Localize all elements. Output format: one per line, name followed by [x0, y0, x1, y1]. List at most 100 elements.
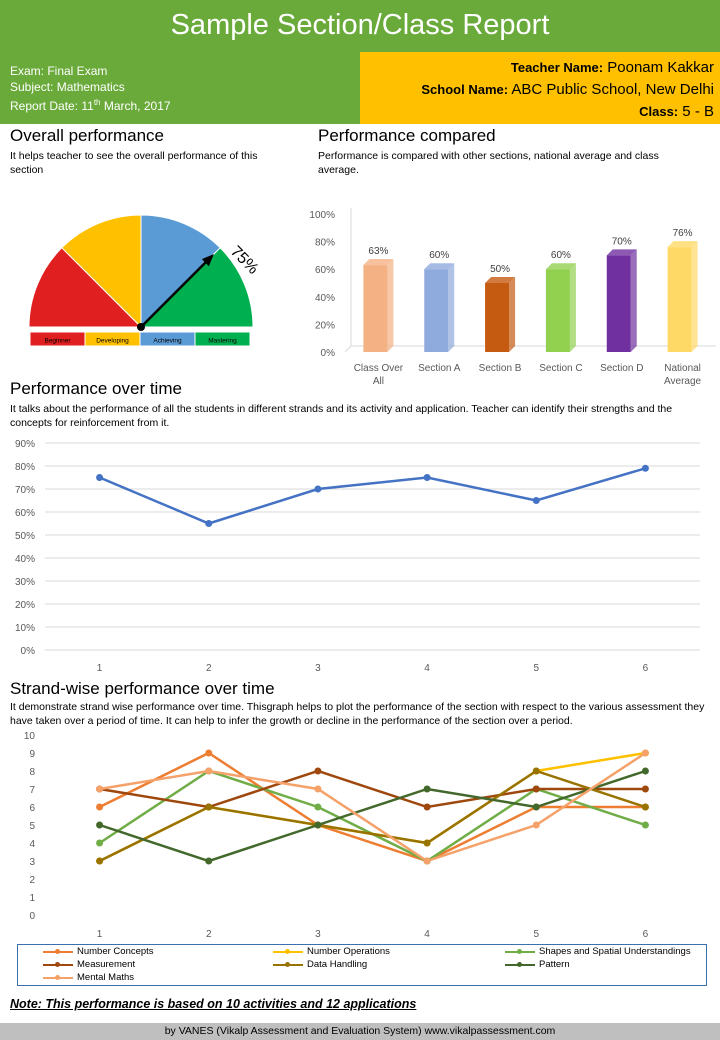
bar-side — [448, 263, 455, 352]
bar-top — [545, 263, 576, 270]
teacher-name: Teacher Name: Poonam Kakkar — [510, 59, 714, 76]
exam-info: Exam: Final Exam Subject: Mathematics Re… — [0, 52, 360, 124]
strand-point — [96, 803, 104, 811]
gauge-needle-head — [201, 254, 214, 267]
line-y-tick: 40% — [15, 554, 35, 565]
line-point — [532, 497, 540, 504]
strand-point — [205, 767, 213, 775]
strand-point — [205, 857, 213, 865]
strand-series-pattern — [99, 769, 646, 863]
line-y-tick: 60% — [15, 508, 35, 519]
over-time-desc: It talks about the performance of all th… — [10, 403, 673, 429]
legend-label: Measurement — [77, 959, 136, 970]
line-point — [641, 464, 649, 472]
strand-y-tick: 10 — [24, 731, 36, 742]
bar-category-label: Average — [664, 376, 702, 387]
line-x-tick: 3 — [315, 663, 321, 674]
legend-swatch — [273, 948, 303, 954]
line-y-tick: 70% — [15, 485, 35, 496]
bar-data-label: 63% — [368, 246, 388, 257]
strand-y-tick: 0 — [29, 911, 35, 922]
legend-item: Mental Maths — [43, 972, 134, 983]
strand-y-tick: 2 — [29, 875, 35, 886]
line-y-tick: 30% — [15, 577, 35, 588]
line-x-tick: 1 — [97, 663, 103, 674]
strand-point — [96, 785, 104, 793]
strand-point — [641, 785, 649, 793]
line-point — [314, 485, 322, 493]
legend-swatch — [43, 948, 73, 954]
strand-y-tick: 7 — [29, 785, 35, 796]
line-point — [96, 474, 104, 481]
strand-point — [96, 821, 104, 829]
legend-item: Number Operations — [273, 946, 390, 957]
strand-y-tick: 9 — [29, 749, 35, 760]
strand-point — [314, 767, 322, 775]
strand-x-tick: 6 — [643, 929, 649, 940]
bar-section-d — [606, 255, 631, 352]
strand-point — [314, 821, 322, 829]
legend-swatch — [43, 974, 73, 980]
strand-point — [423, 785, 431, 793]
gauge-band-beginner — [28, 247, 143, 328]
strand-x-tick: 1 — [97, 929, 103, 940]
bar-category-label: Section C — [539, 363, 582, 374]
bar-section-a — [424, 269, 449, 352]
legend-swatch — [273, 961, 303, 967]
report-header: Sample Section/Class Report — [0, 0, 720, 52]
bar-y-tick: 0% — [321, 348, 336, 359]
bar-category-label: Class Over — [354, 363, 404, 374]
page-title: Sample Section/Class Report — [170, 9, 550, 41]
strand-point — [423, 803, 431, 811]
bar-category-label: Section B — [479, 363, 522, 374]
strand-y-tick: 1 — [29, 893, 35, 904]
strand-y-tick: 4 — [29, 839, 35, 850]
legend-swatch — [43, 961, 73, 967]
bar-top — [485, 277, 516, 283]
bar-category-label: All — [373, 376, 384, 387]
strand-series-measurement — [99, 769, 646, 809]
gauge-band-mastering — [139, 247, 254, 328]
comparison-bar-chart: 0% 20% 40% 60% 80% 100% 63% Class Over All 60% Sec… — [309, 208, 716, 387]
strand-series-mental-maths — [99, 751, 647, 863]
overall-title: Overall performance — [10, 126, 165, 145]
strand-point — [532, 785, 540, 793]
gauge-band-developing — [61, 214, 142, 329]
bar-y-tick: 40% — [315, 293, 335, 304]
strand-point — [96, 857, 104, 865]
legend-label: Data Handling — [307, 959, 368, 970]
bar-side — [509, 277, 516, 352]
strand-point — [205, 803, 213, 811]
strand-point — [423, 857, 431, 865]
strand-x-tick: 5 — [533, 929, 539, 940]
bar-y-tick: 80% — [315, 238, 335, 249]
bar-category-label: Section D — [600, 363, 643, 374]
strand-point — [423, 839, 431, 847]
gauge-band-label: Developing — [96, 338, 129, 345]
bar-y-tick: 60% — [315, 265, 335, 276]
gauge-band-label: Achieving — [153, 338, 182, 345]
bar-data-label: 76% — [673, 228, 693, 239]
strand-point — [96, 839, 104, 847]
line-x-tick: 2 — [206, 663, 212, 674]
strand-y-tick: 3 — [29, 857, 35, 868]
strand-title: Strand-wise performance over time — [10, 679, 275, 698]
line-series — [99, 467, 646, 525]
bar-floor — [344, 345, 716, 353]
strand-x-tick: 3 — [315, 929, 321, 940]
exam-subject: Subject: Mathematics — [10, 80, 125, 94]
line-y-tick: 50% — [15, 531, 35, 542]
bar-category-label: National — [664, 363, 701, 374]
strand-line-chart: 0 1 2 3 4 5 6 7 8 9 10 1 2 3 4 5 6 — [24, 731, 649, 940]
teacher-school-info: Teacher Name: Poonam Kakkar School Name:… — [360, 52, 720, 124]
legend-swatch — [505, 948, 535, 954]
legend-item: Pattern — [505, 959, 570, 970]
strand-desc: It demonstrate strand wise performance o… — [10, 701, 705, 727]
legend-label: Number Operations — [307, 946, 390, 957]
line-y-tick: 10% — [15, 623, 35, 634]
bar-side — [630, 249, 637, 352]
performance-note: Note: This performance is based on 10 ac… — [10, 997, 417, 1011]
bar-y-tick: 20% — [315, 320, 335, 331]
bar-data-label: 50% — [490, 264, 510, 275]
bar-national-average — [667, 247, 692, 352]
